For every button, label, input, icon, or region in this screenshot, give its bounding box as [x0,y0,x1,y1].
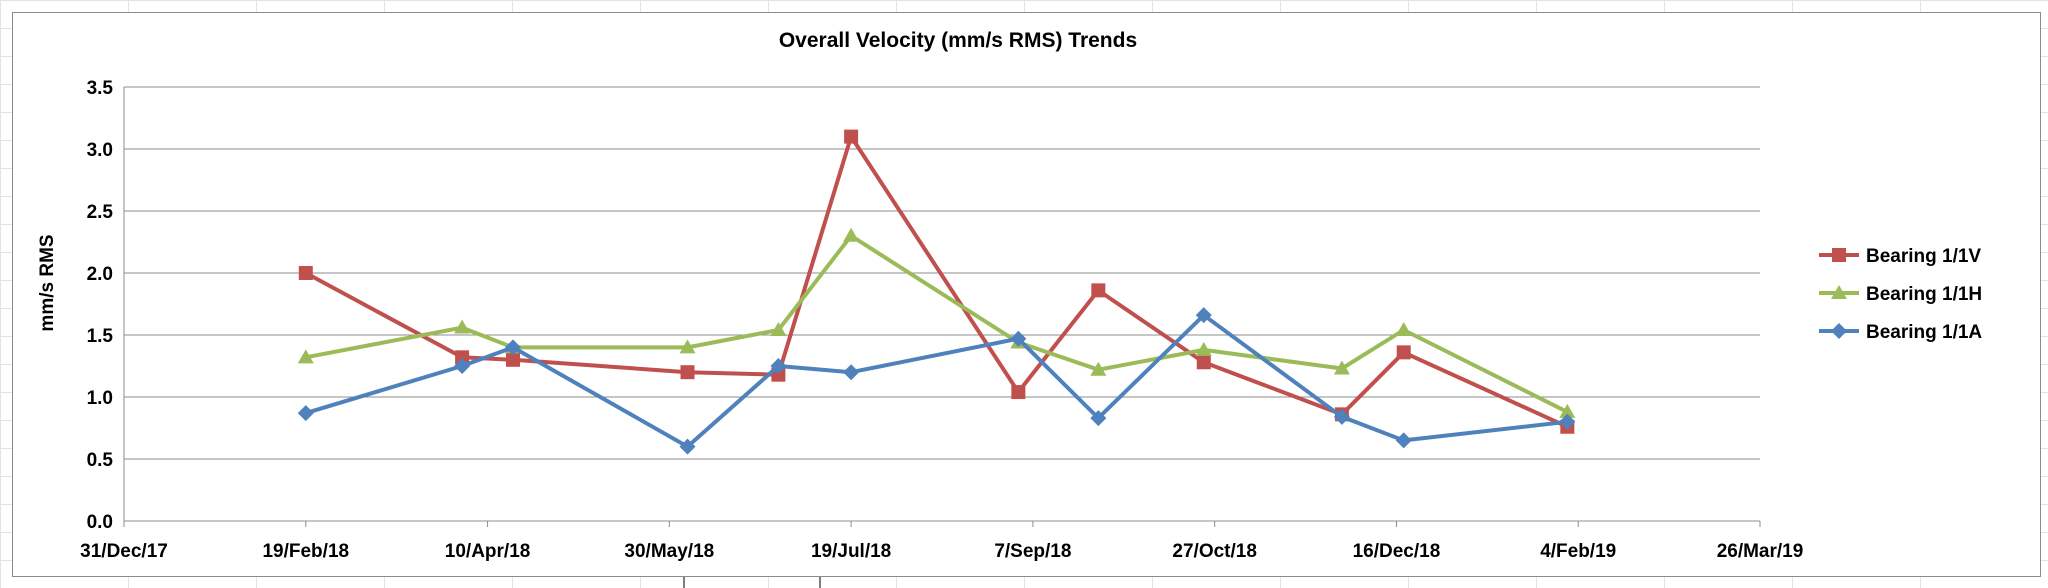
series-line [304,134,1569,429]
data-point-marker [843,227,860,242]
data-point-marker [1091,283,1106,298]
series-lines [297,129,1576,455]
data-point-marker [1395,322,1412,337]
x-tick-label: 19/Feb/18 [262,541,349,562]
data-point-marker [454,358,471,374]
data-point-marker [770,322,787,337]
y-tick-label: 2.0 [87,264,113,285]
legend-label: Bearing 1/1A [1866,322,1982,343]
data-point-marker [1195,307,1212,324]
chart-title: Overall Velocity (mm/s RMS) Trends [779,29,1137,52]
data-point-marker [298,266,313,280]
data-point-marker [1090,410,1107,427]
data-point-marker [679,339,696,354]
data-point-marker [297,405,314,422]
x-tick-label: 27/Oct/18 [1172,541,1257,562]
data-point-marker [1396,345,1411,360]
y-tick-label: 3.5 [87,78,114,99]
gridlines [124,86,1760,460]
data-point-marker [506,352,521,367]
data-point-marker [1195,341,1212,356]
data-point-marker [843,364,860,381]
legend-label: Bearing 1/1H [1866,284,1982,305]
data-point-marker [1333,360,1350,375]
series-line [305,313,1568,449]
data-point-marker [770,358,787,374]
series-line [305,233,1569,414]
line-chart: Overall Velocity (mm/s RMS) Trends mm/s … [37,29,1982,562]
data-point-marker [455,350,470,365]
x-tick-label: 31/Dec/17 [80,541,168,562]
x-tick-label: 19/Jul/18 [811,541,891,562]
data-point-marker [454,319,471,334]
x-tick-label: 4/Feb/19 [1540,541,1616,562]
cell-selection-marker [683,574,685,588]
y-axis-label: mm/s RMS [37,234,58,331]
x-tick-label: 16/Dec/18 [1353,541,1441,562]
legend-swatch-marker [1831,285,1847,299]
y-tick-label: 3.0 [87,140,113,161]
chart-area[interactable]: Overall Velocity (mm/s RMS) Trends mm/s … [12,12,2041,577]
data-point-marker [680,365,695,380]
data-point-marker [1559,403,1576,418]
axes: 0.0 0.5 1.0 1.5 2.0 2.5 3.0 3.5 31/Dec/17 19/Feb/… [80,78,1803,562]
legend-swatch-marker [1832,248,1846,262]
data-point-marker [1010,330,1027,347]
series-square [298,129,1575,434]
data-point-marker [1333,408,1350,425]
data-point-marker [844,129,859,144]
x-tick-label: 26/Mar/19 [1717,541,1804,562]
y-tick-label: 0.5 [87,450,114,471]
data-point-marker [1395,432,1412,449]
data-point-marker [1196,355,1211,370]
data-point-marker [1011,385,1026,400]
x-tick-label: 30/May/18 [624,541,714,562]
data-point-marker [679,438,696,455]
series-triangle [297,227,1576,418]
cell-selection-marker [819,574,821,588]
data-point-marker [505,339,522,356]
legend: Bearing 1/1V Bearing 1/1H Bearing 1/1A [1819,246,1982,343]
data-point-marker [1090,361,1107,376]
data-point-marker [297,349,314,364]
y-tick-label: 0.0 [87,512,113,533]
y-tick-label: 1.5 [87,326,114,347]
y-tick-label: 1.0 [87,388,113,409]
y-tick-label: 2.5 [87,202,114,223]
series-diamond [297,307,1576,455]
x-tick-label: 10/Apr/18 [445,541,531,562]
data-point-marker [1559,413,1576,430]
legend-label: Bearing 1/1V [1866,246,1981,267]
legend-swatch-marker [1831,323,1847,339]
x-tick-label: 7/Sep/18 [994,541,1071,562]
